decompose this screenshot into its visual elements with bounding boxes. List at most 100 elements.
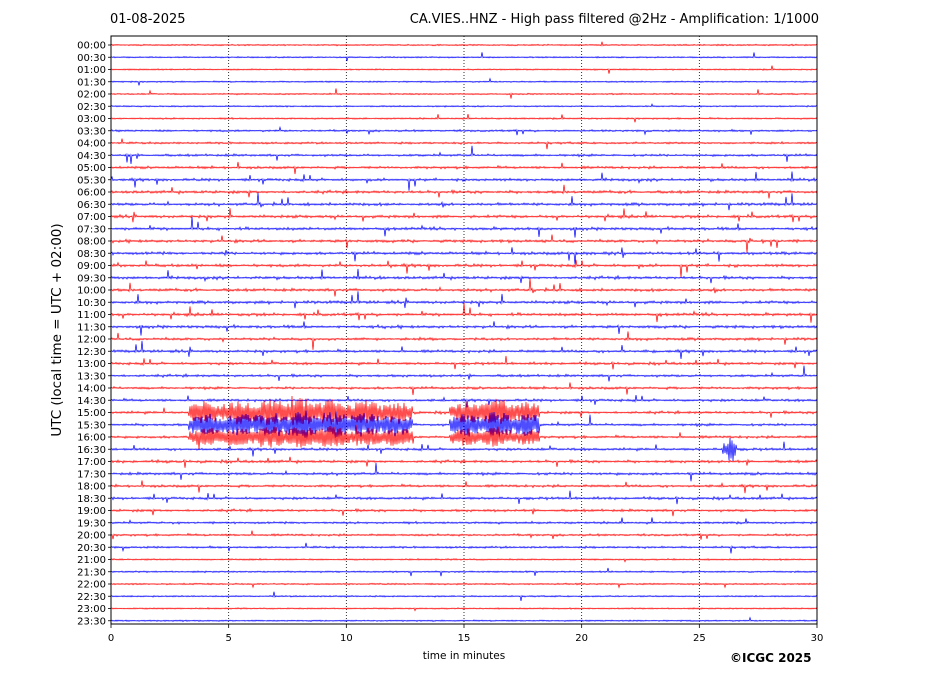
y-tick-label: 06:00 (77, 188, 106, 199)
trace-0800 (110, 234, 818, 253)
trace-0030 (110, 52, 818, 62)
trace-0500 (110, 161, 818, 175)
trace-1630 (110, 438, 818, 461)
y-tick-label: 01:00 (77, 65, 106, 76)
trace-0130 (110, 77, 818, 86)
trace-2030 (110, 542, 818, 554)
y-tick-label: 18:00 (77, 482, 106, 493)
grid-layer (228, 36, 700, 624)
traces-layer (110, 41, 818, 623)
chart-title: CA.VIES..HNZ - High pass filtered @2Hz -… (409, 12, 819, 27)
trace-0830 (110, 247, 818, 265)
y-tick-label: 14:00 (77, 384, 106, 395)
y-tick-label: 07:00 (77, 212, 106, 223)
trace-2200 (110, 582, 818, 589)
y-tick-label: 11:00 (77, 310, 106, 321)
y-tick-label: 12:30 (77, 347, 106, 358)
trace-2300 (110, 607, 818, 612)
y-tick-label: 18:30 (77, 494, 106, 505)
trace-0430 (110, 145, 818, 165)
y-tick-label: 01:30 (77, 77, 106, 88)
trace-2330 (110, 616, 818, 623)
y-tick-label: 07:30 (77, 224, 106, 235)
trace-0230 (110, 103, 818, 108)
trace-1500 (110, 396, 818, 426)
trace-1600 (110, 424, 818, 450)
y-tick-label: 23:30 (77, 616, 106, 627)
y-tick-label: 10:30 (77, 298, 106, 309)
y-tick-label: 02:00 (77, 90, 106, 101)
trace-1800 (110, 480, 818, 494)
trace-0630 (110, 192, 818, 211)
y-tick-label: 04:30 (77, 151, 106, 162)
y-tick-label: 19:00 (77, 506, 106, 517)
y-tick-label: 21:30 (77, 567, 106, 578)
y-tick-label: 13:00 (77, 359, 106, 370)
y-tick-label: 22:30 (77, 592, 106, 603)
trace-0200 (110, 88, 818, 99)
y-tick-label: 20:30 (77, 543, 106, 554)
x-tick-label: 30 (811, 633, 824, 644)
y-tick-label: 17:30 (77, 469, 106, 480)
trace-1100 (110, 302, 818, 323)
trace-1430 (110, 394, 818, 408)
trace-1330 (110, 365, 818, 382)
y-tick-label: 02:30 (77, 102, 106, 113)
trace-2000 (110, 530, 818, 540)
y-tick-label: 16:00 (77, 433, 106, 444)
y-tick-label: 00:00 (77, 41, 106, 52)
trace-1400 (110, 382, 818, 396)
y-tick-label: 20:00 (77, 531, 106, 542)
x-tick-label: 5 (225, 633, 231, 644)
x-tick-label: 25 (693, 633, 706, 644)
trace-1000 (110, 278, 818, 297)
trace-1830 (110, 490, 818, 505)
y-tick-label: 12:00 (77, 335, 106, 346)
y-tick-label: 09:30 (77, 273, 106, 284)
x-tick-label: 10 (340, 633, 353, 644)
trace-0700 (110, 208, 818, 223)
trace-1700 (110, 456, 818, 468)
trace-1200 (110, 331, 818, 350)
trace-1930 (110, 517, 818, 525)
trace-1530 (110, 410, 818, 439)
y-tick-label: 19:30 (77, 518, 106, 529)
y-tick-label: 14:30 (77, 396, 106, 407)
trace-0330 (110, 125, 818, 136)
trace-1730 (110, 462, 818, 482)
copyright-label: ©ICGC 2025 (730, 651, 812, 665)
trace-0530 (110, 171, 818, 191)
trace-2100 (110, 557, 818, 563)
x-tick-label: 20 (575, 633, 588, 644)
trace-1300 (110, 355, 818, 370)
trace-0900 (110, 259, 818, 278)
trace-0730 (110, 216, 818, 238)
trace-0600 (110, 184, 818, 199)
y-tick-label: 17:00 (77, 457, 106, 468)
y-tick-label: 03:00 (77, 114, 106, 125)
y-tick-label: 08:30 (77, 249, 106, 260)
y-tick-label: 15:30 (77, 420, 106, 431)
trace-1030 (110, 291, 818, 309)
y-tick-label: 16:30 (77, 445, 106, 456)
trace-2130 (110, 567, 818, 577)
trace-0100 (110, 65, 818, 74)
y-tick-label: 00:30 (77, 53, 106, 64)
y-tick-label: 05:00 (77, 163, 106, 174)
trace-0000 (110, 41, 818, 47)
y-tick-label: 13:30 (77, 371, 106, 382)
y-tick-label: 11:30 (77, 322, 106, 333)
trace-0300 (110, 114, 818, 123)
y-tick-label: 23:00 (77, 604, 106, 615)
y-tick-label: 08:00 (77, 237, 106, 248)
x-axis-label: time in minutes (422, 650, 506, 662)
y-tick-label: 15:00 (77, 408, 106, 419)
y-tick-label: 05:30 (77, 175, 106, 186)
trace-1900 (110, 507, 818, 517)
trace-0400 (110, 138, 818, 150)
y-tick-label: 06:30 (77, 200, 106, 211)
y-tick-label: 09:00 (77, 261, 106, 272)
trace-0930 (110, 268, 818, 284)
